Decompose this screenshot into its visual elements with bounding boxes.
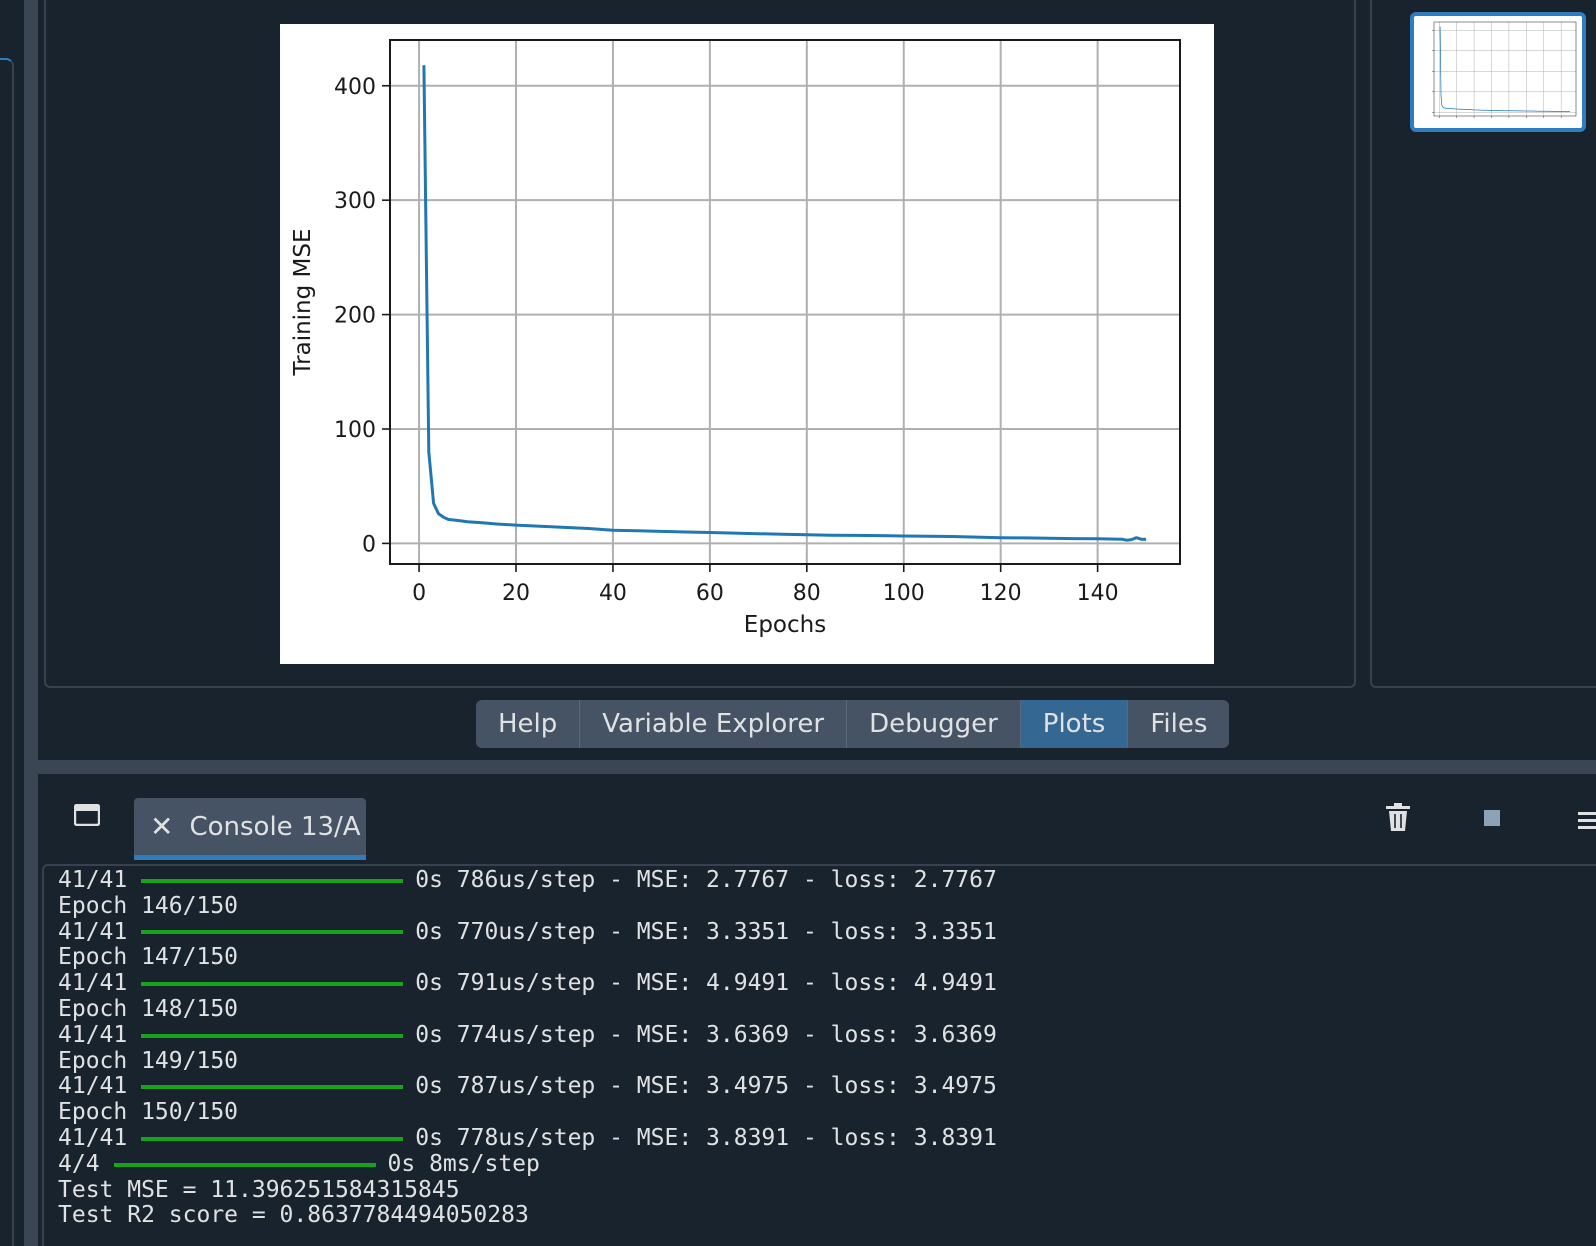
- console-line: Epoch 150/150: [58, 1099, 997, 1126]
- console-header: ✕ Console 13/A: [38, 774, 1596, 864]
- tab-plots[interactable]: Plots: [1020, 700, 1129, 748]
- console-text: Epoch 150/150: [58, 1099, 239, 1126]
- x-tick-label: 100: [883, 581, 925, 606]
- console-line: 41/41 0s 786us/step - MSE: 2.7767 - loss:…: [58, 867, 997, 894]
- progress-count: 41/41: [58, 1073, 128, 1100]
- plot-viewer: 0 20 40 60 80 100 120 140 0 100 200 300 400 Epochs Tra…: [44, 0, 1356, 688]
- console-line: 41/41 0s 774us/step - MSE: 3.6369 - loss:…: [58, 1021, 997, 1049]
- menu-icon[interactable]: [1578, 810, 1596, 830]
- tab-files[interactable]: Files: [1150, 709, 1208, 739]
- progress-bar: [113, 1162, 376, 1167]
- plot-figure: 0 20 40 60 80 100 120 140 0 100 200 300 400 Epochs Tra…: [280, 24, 1214, 664]
- progress-status: 0s 786us/step - MSE: 2.7767 - loss: 2.77…: [415, 867, 997, 893]
- console-line: 41/41 0s 770us/step - MSE: 3.3351 - loss:…: [58, 918, 997, 946]
- tab-debugger[interactable]: Debugger: [847, 700, 1021, 748]
- console-line: 41/41 0s 778us/step - MSE: 3.8391 - loss:…: [58, 1124, 997, 1152]
- progress-count: 41/41: [58, 867, 128, 893]
- y-tick-label: 200: [334, 304, 376, 329]
- console-line: 41/41 0s 791us/step - MSE: 4.9491 - loss:…: [58, 970, 997, 997]
- console-line: Epoch 148/150: [58, 995, 997, 1023]
- new-window-icon[interactable]: [74, 804, 100, 826]
- progress-bar: [141, 878, 404, 883]
- x-tick-label: 60: [696, 581, 724, 606]
- progress-bar: [141, 1033, 404, 1038]
- progress-bar: [141, 1085, 404, 1090]
- console-line: Test R2 score = 0.8637784494050283: [58, 1203, 997, 1229]
- console-text: Epoch 148/150: [58, 995, 239, 1022]
- x-tick-label: 80: [793, 581, 821, 606]
- progress-count: 41/41: [58, 1021, 128, 1048]
- progress-status: 0s 774us/step - MSE: 3.6369 - loss: 3.63…: [415, 1021, 997, 1048]
- pane-tabbar: Help Variable Explorer Debugger Plots Files: [476, 700, 1230, 748]
- y-tick-label: 300: [334, 189, 376, 214]
- horizontal-splitter[interactable]: [38, 760, 1596, 774]
- y-tick-label: 400: [334, 75, 376, 100]
- left-panel-strip: [0, 0, 28, 1246]
- progress-count: 4/4: [58, 1150, 100, 1177]
- progress-status: 0s 791us/step - MSE: 4.9491 - loss: 4.94…: [415, 970, 997, 997]
- y-axis-label: Training MSE: [290, 228, 316, 376]
- series-line: [422, 65, 1147, 542]
- progress-bar: [141, 930, 404, 935]
- progress-bar: [141, 1136, 404, 1141]
- console-line: 4/4 0s 8ms/step: [58, 1150, 997, 1178]
- stop-icon[interactable]: [1484, 810, 1500, 826]
- plot-thumbnails-pane: [1370, 0, 1596, 688]
- plot-thumbnail[interactable]: [1410, 12, 1586, 132]
- progress-status: 0s 8ms/step: [387, 1150, 540, 1177]
- x-tick-label: 0: [412, 581, 426, 606]
- progress-count: 41/41: [58, 918, 128, 945]
- console-line: Epoch 147/150: [58, 945, 997, 971]
- console-text: Epoch 147/150: [58, 944, 239, 971]
- series-line: [1439, 26, 1570, 113]
- console-output[interactable]: 41/41 0s 786us/step - MSE: 2.7767 - loss:…: [42, 864, 1596, 1246]
- x-tick-label: 120: [980, 581, 1022, 606]
- console-lines: 41/41 0s 786us/step - MSE: 2.7767 - loss:…: [58, 867, 997, 1229]
- progress-status: 0s 778us/step - MSE: 3.8391 - loss: 3.83…: [415, 1124, 997, 1151]
- console-text: Epoch 149/150: [58, 1047, 239, 1074]
- plot-frame: [389, 39, 1181, 565]
- console-tab-label: Console 13/A: [189, 811, 361, 842]
- plot-frame: [1433, 21, 1577, 117]
- left-panel-edge: [0, 58, 14, 1246]
- progress-status: 0s 787us/step - MSE: 3.4975 - loss: 3.49…: [415, 1073, 997, 1100]
- tab-help[interactable]: Help: [476, 700, 581, 748]
- plot-thumbnail-image: [1432, 21, 1577, 118]
- x-axis-label: Epochs: [744, 612, 826, 638]
- progress-bar: [141, 982, 404, 987]
- tab-variable-explorer[interactable]: Variable Explorer: [580, 700, 848, 748]
- y-tick-label: 0: [362, 532, 376, 557]
- trash-icon[interactable]: [1384, 802, 1412, 832]
- training-mse-chart: 0 20 40 60 80 100 120 140 0 100 200 300 400 Epochs Tra…: [290, 39, 1181, 638]
- y-tick-label: 100: [334, 418, 376, 443]
- console-line: 41/41 0s 787us/step - MSE: 3.4975 - loss:…: [58, 1074, 997, 1100]
- x-tick-label: 20: [502, 581, 530, 606]
- console-text: Test R2 score = 0.8637784494050283: [58, 1202, 529, 1229]
- console-line: Epoch 149/150: [58, 1047, 997, 1075]
- progress-count: 41/41: [58, 970, 128, 997]
- console-text: Epoch 146/150: [58, 892, 239, 919]
- console-line: Test MSE = 11.396251584315845: [58, 1176, 997, 1204]
- console-text: Test MSE = 11.396251584315845: [58, 1176, 460, 1203]
- x-tick-label: 140: [1077, 581, 1119, 606]
- progress-status: 0s 770us/step - MSE: 3.3351 - loss: 3.33…: [415, 918, 997, 945]
- x-tick-label: 40: [599, 581, 627, 606]
- console-line: Epoch 146/150: [58, 892, 997, 920]
- console-tab[interactable]: ✕ Console 13/A: [134, 798, 366, 860]
- close-icon[interactable]: ✕: [150, 810, 174, 843]
- vertical-splitter[interactable]: [24, 0, 38, 1246]
- progress-count: 41/41: [58, 1124, 128, 1151]
